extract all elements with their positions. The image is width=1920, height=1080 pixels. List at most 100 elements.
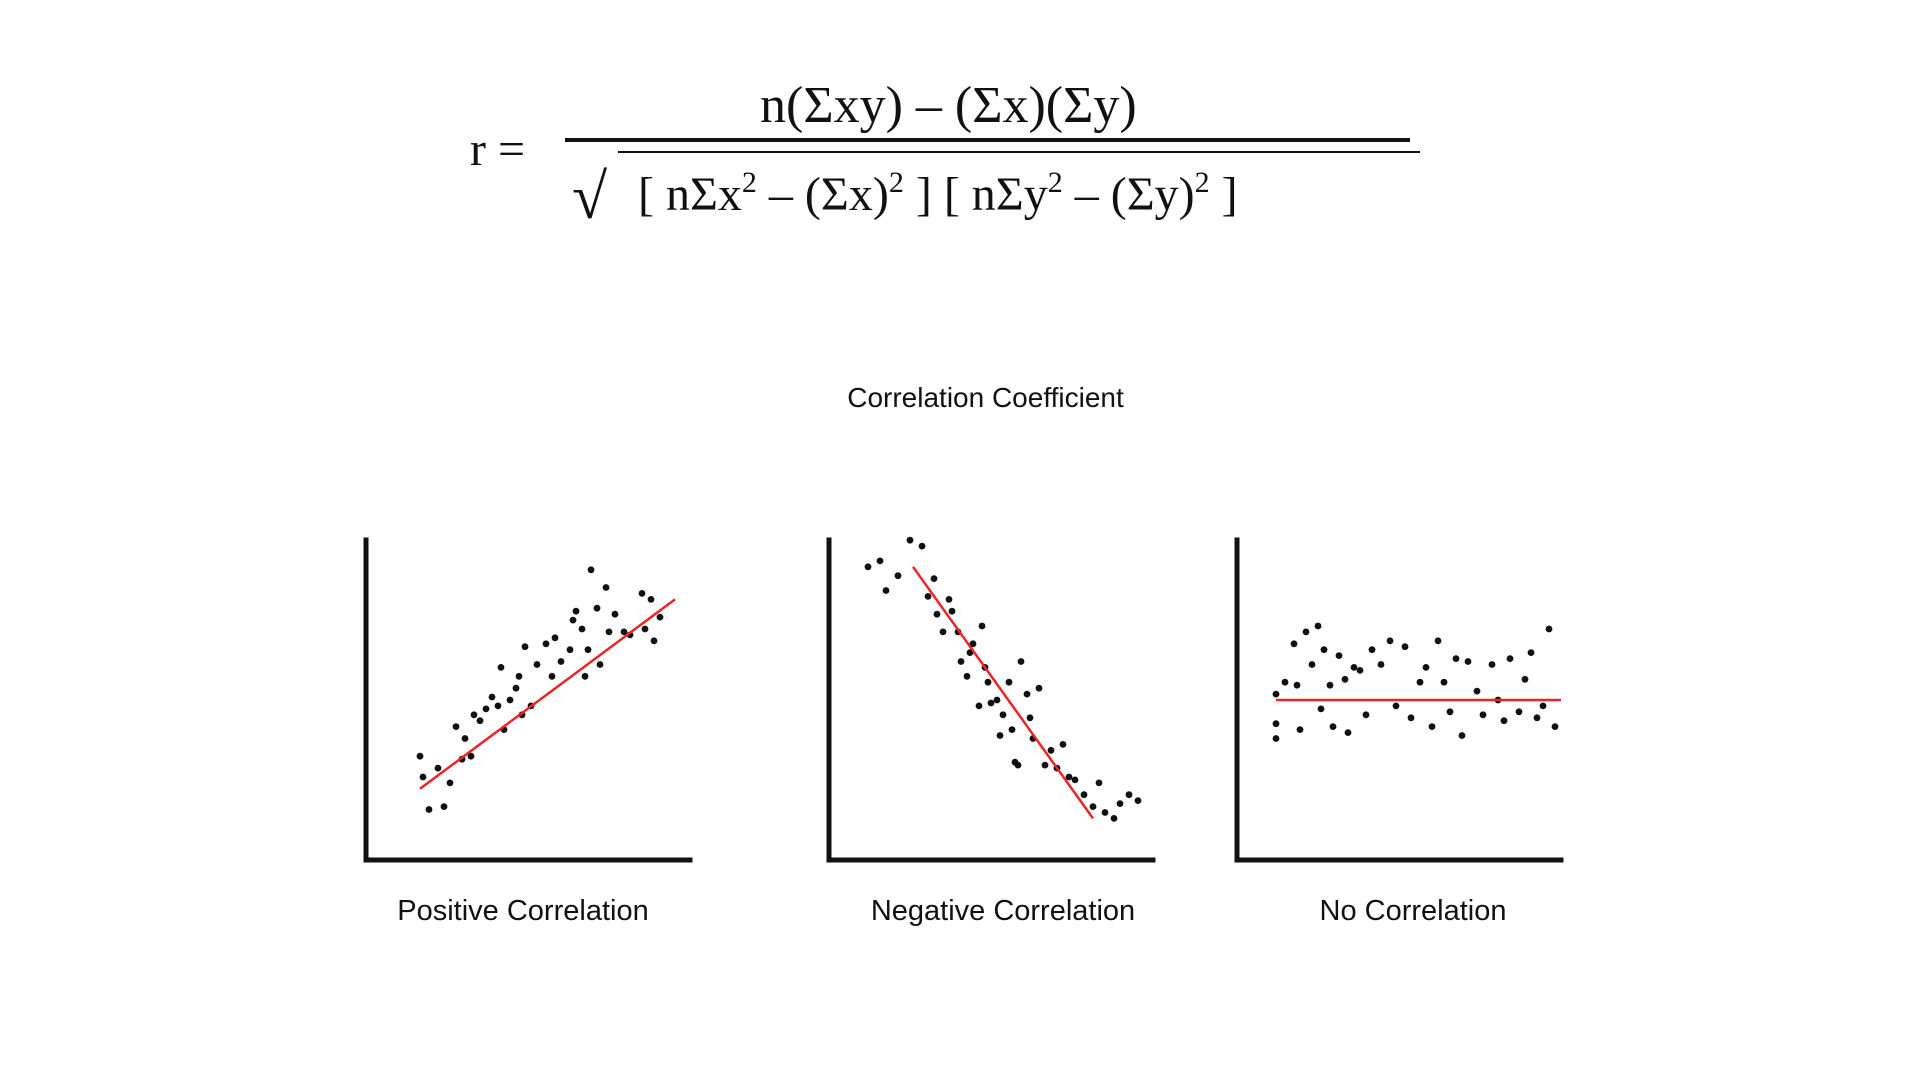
no-correlation-point-8 [1302, 628, 1310, 636]
no-correlation-point-34 [1458, 732, 1466, 739]
negative-correlation-point-11 [945, 596, 953, 603]
positive-correlation-point-30 [569, 616, 577, 624]
negative-correlation-point-23 [993, 696, 1001, 704]
negative-correlation-point-34 [1035, 684, 1043, 692]
no-correlation-point-36 [1473, 687, 1481, 695]
exponent-2: 2 [889, 166, 904, 199]
positive-correlation-point-1 [416, 752, 424, 760]
positive-correlation-point-43 [638, 590, 646, 597]
negative-correlation-point-39 [1065, 773, 1073, 781]
no-correlation-point-12 [1320, 646, 1328, 654]
positive-correlation-point-45 [647, 596, 655, 603]
exponent-3: 2 [1048, 166, 1063, 199]
formula-denominator: [ nΣx2 – (Σx)2 ] [ nΣy2 – (Σy)2 ] [638, 166, 1238, 221]
no-correlation-point-1 [1272, 690, 1280, 698]
positive-correlation-point-39 [605, 628, 613, 636]
positive-correlation-point-35 [587, 566, 595, 574]
negative-correlation-point-25 [999, 711, 1007, 719]
positive-correlation-point-13 [482, 705, 490, 713]
negative-correlation-point-48 [1134, 797, 1142, 804]
no-correlation-point-25 [1401, 643, 1409, 651]
negative-correlation-point-36 [1047, 746, 1055, 754]
negative-correlation-point-1 [864, 563, 872, 571]
positive-correlation-point-40 [611, 610, 619, 618]
positive-correlation-point-34 [584, 646, 592, 654]
no-correlation-point-47 [1545, 625, 1553, 633]
no-correlation-point-23 [1386, 637, 1394, 645]
no-correlation-point-7 [1296, 726, 1304, 733]
no-correlation-point-45 [1533, 714, 1541, 722]
positive-correlation-point-10 [467, 752, 475, 760]
negative-correlation-point-43 [1095, 779, 1103, 787]
no-correlation-point-27 [1416, 678, 1424, 686]
positive-correlation-point-22 [521, 643, 529, 651]
positive-correlation-point-26 [548, 672, 556, 680]
positive-correlation-point-28 [557, 658, 565, 665]
no-correlation-point-16 [1341, 675, 1349, 683]
no-correlation-point-13 [1326, 681, 1334, 689]
no-correlation-point-9 [1308, 661, 1316, 668]
no-correlation-point-44 [1527, 649, 1535, 656]
no-correlation-point-3 [1272, 720, 1280, 728]
no-correlation-label: No Correlation [1319, 895, 1507, 927]
positive-correlation-point-14 [488, 693, 496, 701]
positive-correlation-point-12 [476, 717, 484, 725]
positive-correlation-point-36 [593, 604, 601, 612]
no-correlation-point-11 [1317, 705, 1325, 713]
negative-correlation-point-40 [1071, 776, 1079, 784]
negative-correlation-point-5 [906, 536, 914, 544]
no-correlation-point-35 [1464, 658, 1472, 665]
positive-correlation-point-33 [581, 672, 589, 680]
negative-correlation-point-27 [1008, 726, 1016, 733]
denominator-part-4: – (Σy) [1063, 168, 1195, 221]
negative-correlation-label: Negative Correlation [870, 895, 1136, 927]
negative-correlation-point-12 [948, 607, 956, 615]
negative-correlation-point-24 [996, 732, 1004, 739]
positive-correlation-point-18 [506, 696, 514, 704]
positive-correlation-point-37 [596, 661, 604, 668]
positive-correlation-point-38 [602, 584, 610, 591]
no-correlation-point-5 [1290, 640, 1298, 648]
chart-caption: Correlation Coefficient [847, 382, 1124, 413]
no-correlation-chart [1234, 537, 1564, 863]
no-correlation-point-22 [1377, 661, 1385, 668]
positive-correlation-point-25 [542, 640, 550, 648]
positive-correlation-point-9 [461, 735, 469, 742]
negative-correlation-point-8 [930, 575, 938, 582]
no-correlation-point-37 [1479, 711, 1487, 719]
positive-correlation-trend-line [419, 598, 676, 790]
negative-correlation-trend-line [911, 566, 1095, 820]
negative-correlation-chart [826, 536, 1156, 863]
no-correlation-point-30 [1434, 637, 1442, 645]
positive-correlation-point-29 [566, 646, 574, 654]
negative-correlation-point-9 [933, 610, 941, 618]
negative-correlation-point-42 [1089, 803, 1097, 810]
positive-correlation-point-31 [572, 607, 580, 615]
negative-correlation-point-3 [882, 587, 890, 594]
negative-correlation-point-17 [969, 640, 977, 648]
positive-correlation-point-27 [551, 634, 559, 642]
negative-correlation-point-18 [975, 702, 983, 710]
no-correlation-point-19 [1356, 667, 1364, 674]
negative-correlation-point-4 [894, 572, 902, 580]
no-correlation-point-33 [1452, 655, 1460, 662]
no-correlation-point-31 [1440, 678, 1448, 686]
negative-correlation-point-26 [1005, 678, 1013, 686]
no-correlation-point-29 [1428, 723, 1436, 730]
no-correlation-point-14 [1329, 723, 1337, 730]
negative-correlation-point-7 [924, 593, 932, 600]
exponent-1: 2 [742, 166, 757, 199]
no-correlation-point-41 [1506, 655, 1514, 662]
no-correlation-point-18 [1350, 664, 1358, 671]
negative-correlation-point-45 [1110, 815, 1118, 822]
negative-correlation-point-38 [1059, 741, 1067, 748]
correlation-formula: r = n(Σxy) – (Σx)(Σy) √ [ nΣx2 – (Σx)2 ]… [470, 77, 1420, 232]
no-correlation-point-38 [1488, 661, 1496, 668]
negative-correlation-point-30 [1017, 658, 1025, 665]
positive-correlation-point-46 [650, 637, 658, 645]
no-correlation-point-28 [1422, 664, 1430, 671]
positive-correlation-point-19 [512, 684, 520, 692]
denominator-part-1: [ nΣx [638, 168, 742, 221]
negative-correlation-point-41 [1080, 791, 1088, 799]
exponent-4: 2 [1195, 166, 1210, 199]
